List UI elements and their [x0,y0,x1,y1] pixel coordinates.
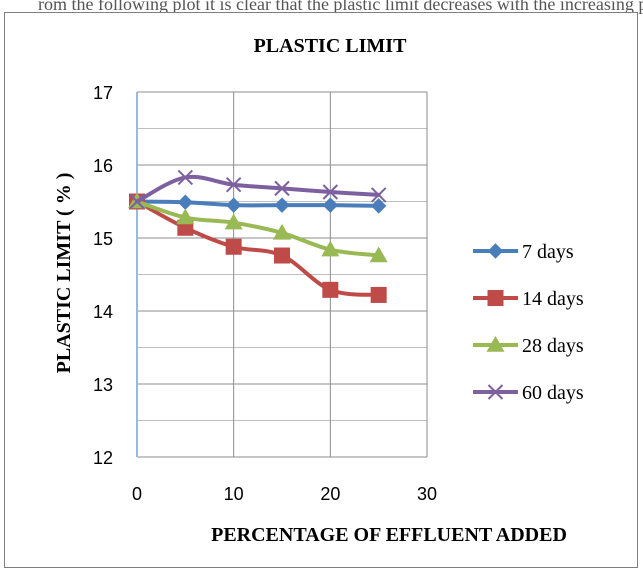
x-tick-label: 30 [417,484,437,504]
series-14-days [129,193,387,303]
data-point [322,184,339,200]
chart-title: PLASTIC LIMIT [254,35,407,57]
chart-frame [4,12,638,568]
data-point [177,194,194,210]
legend-marker [487,243,504,259]
data-point [370,286,387,303]
legend-label: 14 days [522,288,584,310]
legend-label: 60 days [522,382,584,404]
document-caption-fragment: rom the following plot it is clear that … [38,0,643,14]
data-point [225,177,242,193]
legend-entry: 60 days [473,382,584,404]
series-line [135,199,381,258]
data-point [274,247,290,264]
y-tick-label: 12 [93,448,113,468]
data-point [322,197,339,213]
data-point [274,180,290,197]
x-tick-label: 20 [320,484,340,504]
tick-labels: 12 13 14 15 16 17 0 10 20 30 [93,83,437,504]
data-point [225,197,242,213]
data-point [176,208,195,225]
data-point [274,197,290,213]
legend-label: 7 days [522,241,574,263]
legend-entry: 7 days [473,241,574,263]
legend-label: 28 days [522,335,584,357]
series-group [128,169,388,303]
series-line [135,199,381,208]
y-tick-label: 16 [93,156,113,176]
y-tick-label: 17 [93,83,113,103]
grid [136,91,428,458]
legend-entry: 28 days [473,335,584,357]
x-tick-label: 10 [224,484,244,504]
data-point [369,246,388,263]
data-point [129,193,145,210]
series-60-days [129,169,387,210]
legend-marker [486,336,505,352]
legend: 7 days 14 days 28 days 60 days [473,241,584,404]
legend-marker [487,384,504,400]
data-point [273,223,291,240]
y-tick-label: 15 [93,229,113,249]
legend-marker [487,290,504,306]
data-point [322,281,339,298]
legend-entry: 14 days [473,288,584,310]
data-point [370,187,387,203]
data-point [177,169,194,186]
series-line [135,174,381,204]
data-point [225,238,242,255]
x-axis-label: PERCENTAGE OF EFFLUENT ADDED [211,524,567,546]
data-point [321,240,340,257]
y-tick-label: 14 [93,302,113,322]
x-tick-label: 0 [132,484,142,504]
y-tick-label: 13 [93,375,113,395]
series-7-days [129,193,387,214]
y-axis-label: PLASTIC LIMIT ( % ) [53,173,75,374]
data-point [224,213,243,230]
data-point [370,198,387,214]
